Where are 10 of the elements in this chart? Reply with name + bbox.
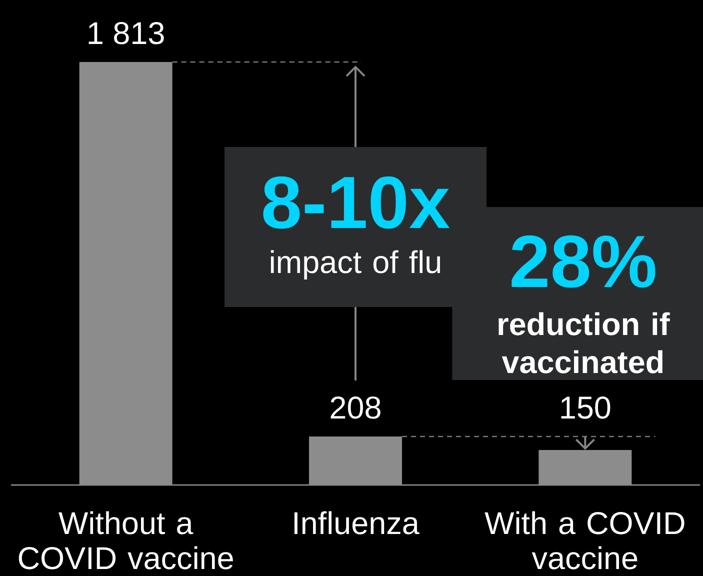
x-tick-label: Without a COVID vaccine	[18, 511, 233, 570]
x-tick-label: With a COVID vaccine	[484, 511, 684, 570]
data-label: 150	[561, 396, 610, 419]
annotation: reduction if vaccinated	[498, 312, 670, 374]
annotation: impact of flu	[270, 250, 440, 280]
data-label: 1 813	[88, 22, 164, 44]
x-tick-label: Influenza	[294, 511, 420, 534]
annotation: 8-10x	[263, 176, 450, 229]
annotation: 28%	[512, 235, 656, 288]
data-label: 208	[330, 396, 380, 419]
